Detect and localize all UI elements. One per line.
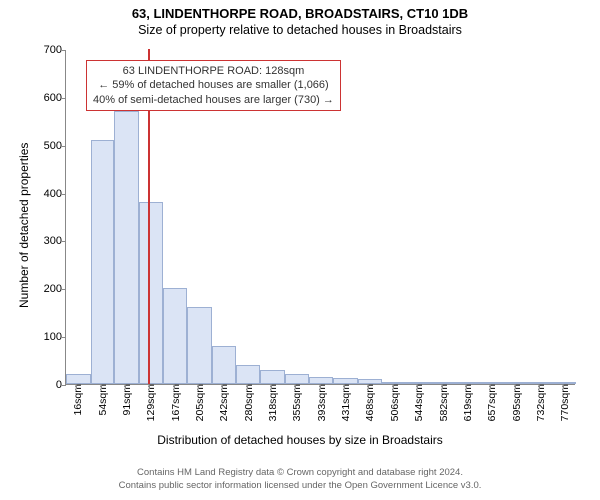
x-tick-mark	[320, 385, 321, 389]
x-tick-label: 732sqm	[535, 384, 547, 421]
x-tick-mark	[466, 385, 467, 389]
histogram-plot: 010020030040050060070016sqm54sqm91sqm129…	[65, 50, 575, 385]
x-tick-mark	[101, 385, 102, 389]
x-tick-label: 205sqm	[194, 384, 206, 421]
x-tick-label: 280sqm	[243, 384, 255, 421]
histogram-bar	[212, 346, 236, 384]
x-tick-mark	[515, 385, 516, 389]
x-tick-mark	[198, 385, 199, 389]
annotation-box: 63 LINDENTHORPE ROAD: 128sqm← 59% of det…	[86, 60, 341, 111]
y-tick-mark	[62, 337, 66, 338]
histogram-bar	[187, 307, 212, 384]
x-tick-mark	[295, 385, 296, 389]
y-tick-mark	[62, 50, 66, 51]
x-tick-mark	[149, 385, 150, 389]
y-tick-mark	[62, 146, 66, 147]
x-tick-label: 355sqm	[291, 384, 303, 421]
y-tick-mark	[62, 241, 66, 242]
x-tick-label: 318sqm	[267, 384, 279, 421]
x-tick-label: 619sqm	[462, 384, 474, 421]
x-tick-label: 506sqm	[389, 384, 401, 421]
x-tick-label: 657sqm	[486, 384, 498, 421]
page-title: 63, LINDENTHORPE ROAD, BROADSTAIRS, CT10…	[0, 0, 600, 21]
x-tick-label: 129sqm	[145, 384, 157, 421]
x-tick-mark	[490, 385, 491, 389]
x-tick-mark	[417, 385, 418, 389]
x-tick-label: 91sqm	[121, 384, 133, 416]
histogram-bar	[309, 377, 334, 384]
y-tick-mark	[62, 289, 66, 290]
x-tick-mark	[442, 385, 443, 389]
x-tick-label: 582sqm	[438, 384, 450, 421]
x-tick-mark	[563, 385, 564, 389]
histogram-bar	[139, 202, 163, 384]
y-tick-mark	[62, 194, 66, 195]
footer-line2: Contains public sector information licen…	[0, 480, 600, 492]
x-tick-mark	[125, 385, 126, 389]
histogram-bar	[163, 288, 188, 384]
x-tick-mark	[368, 385, 369, 389]
x-tick-label: 167sqm	[170, 384, 182, 421]
histogram-bar	[260, 370, 285, 384]
x-tick-label: 431sqm	[340, 384, 352, 421]
y-axis-label: Number of detached properties	[17, 142, 31, 307]
annotation-line: 63 LINDENTHORPE ROAD: 128sqm	[93, 64, 334, 78]
x-axis-label: Distribution of detached houses by size …	[0, 433, 600, 447]
x-tick-label: 544sqm	[413, 384, 425, 421]
x-tick-label: 54sqm	[97, 384, 109, 416]
x-tick-mark	[271, 385, 272, 389]
x-tick-mark	[222, 385, 223, 389]
x-tick-mark	[247, 385, 248, 389]
x-tick-mark	[174, 385, 175, 389]
annotation-line: ← 59% of detached houses are smaller (1,…	[93, 78, 334, 92]
y-tick-mark	[62, 385, 66, 386]
attribution-footer: Contains HM Land Registry data © Crown c…	[0, 467, 600, 492]
y-tick-mark	[62, 98, 66, 99]
x-tick-label: 468sqm	[364, 384, 376, 421]
x-tick-mark	[344, 385, 345, 389]
histogram-bar	[236, 365, 261, 384]
x-tick-mark	[76, 385, 77, 389]
footer-line1: Contains HM Land Registry data © Crown c…	[0, 467, 600, 479]
annotation-line: 40% of semi-detached houses are larger (…	[93, 93, 334, 107]
histogram-bar	[91, 140, 115, 384]
x-tick-label: 16sqm	[72, 384, 84, 416]
x-tick-label: 393sqm	[316, 384, 328, 421]
x-tick-label: 695sqm	[511, 384, 523, 421]
x-tick-mark	[393, 385, 394, 389]
x-tick-label: 770sqm	[559, 384, 571, 421]
histogram-bar	[285, 374, 309, 384]
x-tick-label: 242sqm	[218, 384, 230, 421]
x-tick-mark	[539, 385, 540, 389]
page-subtitle: Size of property relative to detached ho…	[0, 21, 600, 37]
histogram-bar	[114, 111, 139, 384]
